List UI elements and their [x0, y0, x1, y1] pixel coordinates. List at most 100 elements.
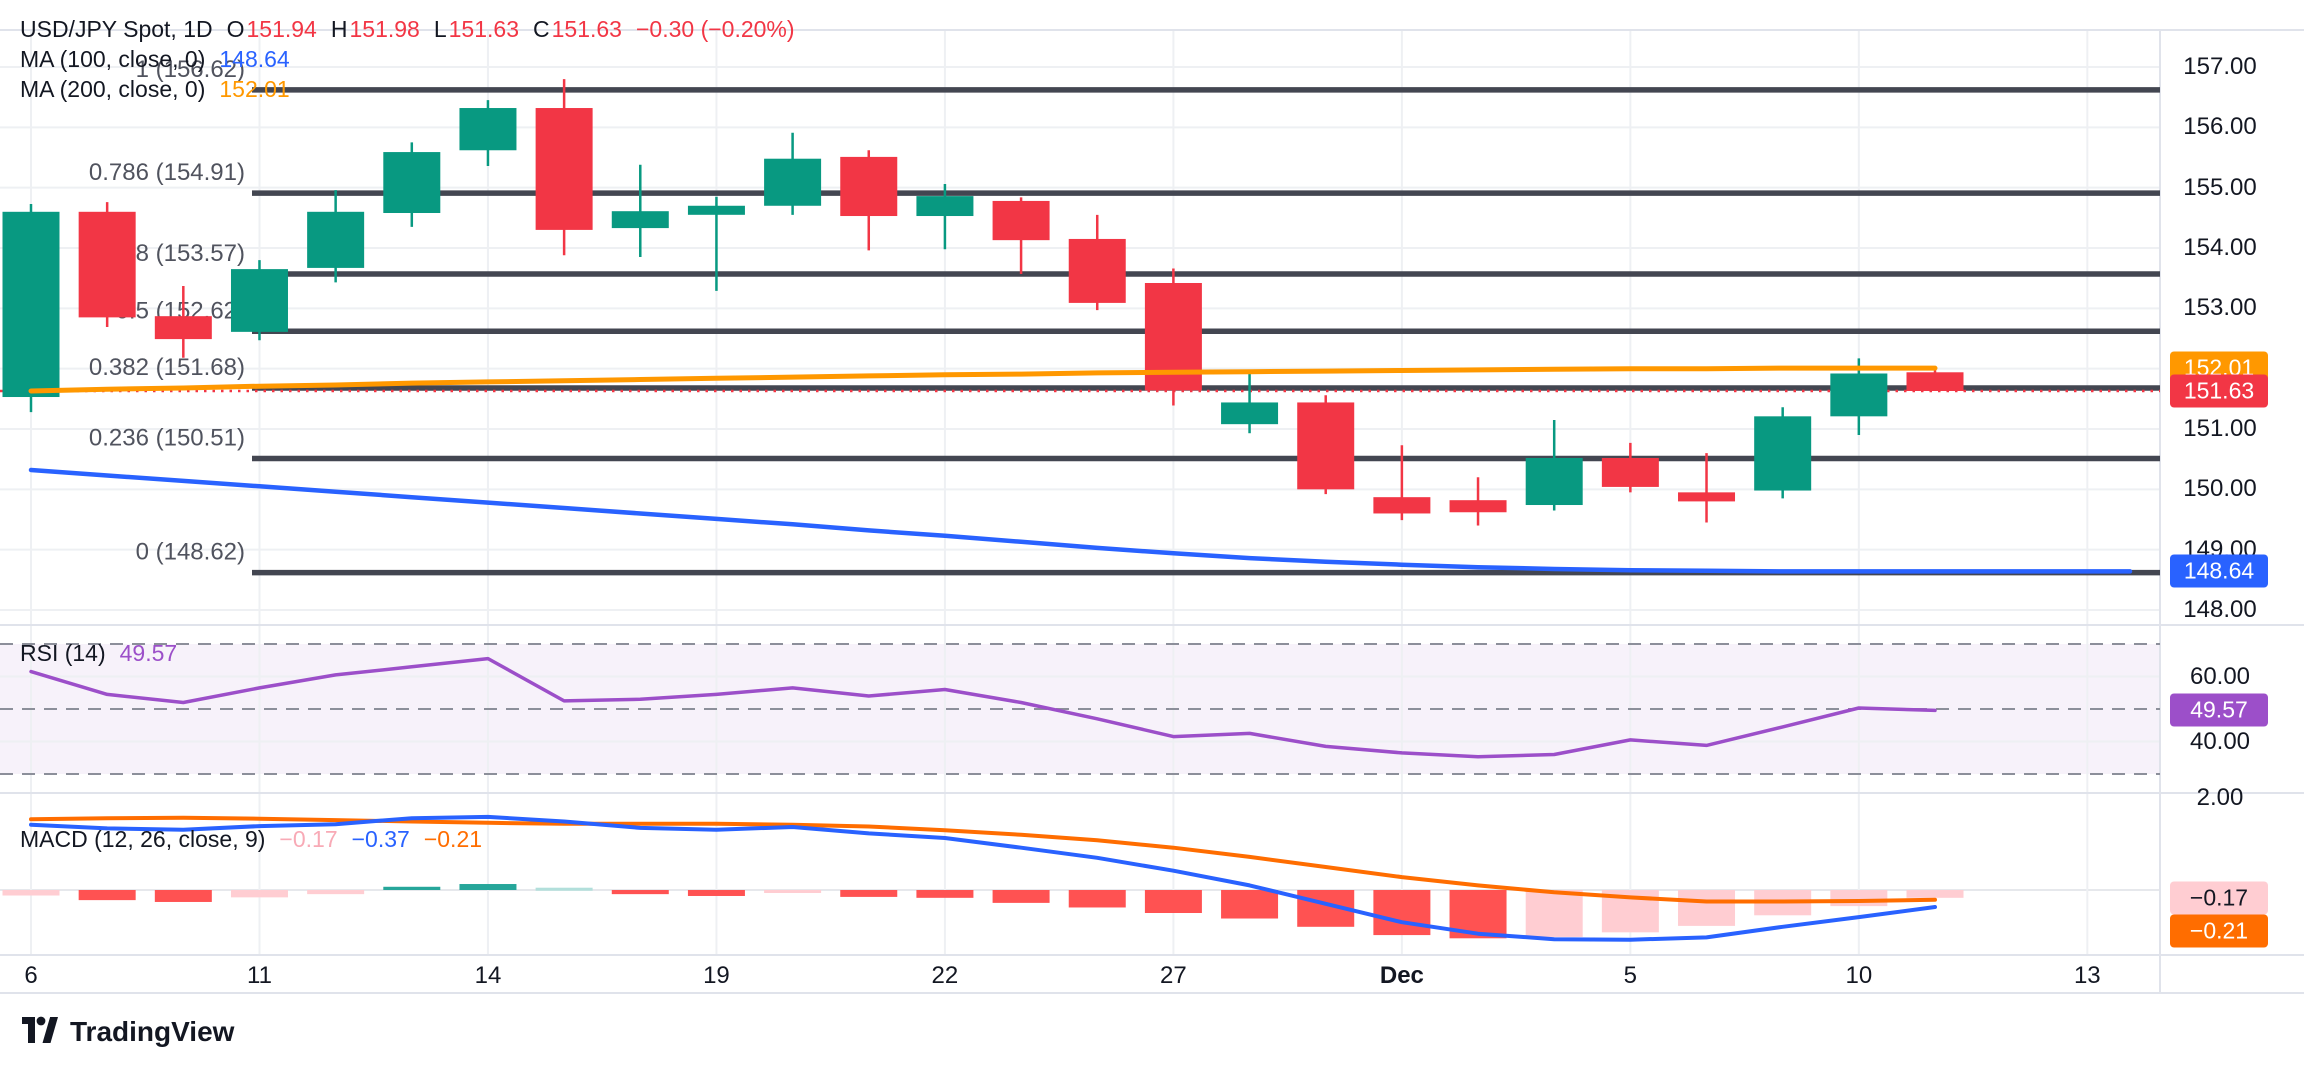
- fib-label: 0.382 (151.68): [89, 354, 245, 381]
- candle-body: [1678, 492, 1736, 502]
- open-label: O: [226, 16, 245, 42]
- axis-tick-label: 148.00: [2183, 595, 2257, 623]
- ma100-label[interactable]: MA (100, close, 0): [20, 46, 206, 72]
- ma100-legend: MA (100, close, 0) 148.64: [20, 46, 290, 73]
- fib-label: 0.236 (150.51): [89, 425, 245, 452]
- macd-hist-bar: [1678, 890, 1736, 926]
- candle-body: [383, 152, 441, 214]
- candle-body: [1373, 497, 1431, 514]
- macd-hist-bar: [916, 890, 974, 898]
- candle-body: [1601, 457, 1659, 487]
- ma200-label[interactable]: MA (200, close, 0): [20, 76, 206, 102]
- macd-hist-bar: [1830, 890, 1888, 907]
- macd-line-value: −0.37: [351, 826, 410, 852]
- candle-body: [307, 211, 365, 268]
- macd-hist-bar: [1906, 890, 1964, 898]
- candle-body: [535, 108, 593, 230]
- candle-body: [840, 156, 898, 217]
- rsi-value: 49.57: [119, 640, 178, 666]
- macd-hist-bar: [2, 890, 60, 896]
- macd-hist-bar: [764, 890, 822, 893]
- macd-hist-bar: [687, 890, 745, 896]
- candle-body: [1906, 372, 1964, 391]
- ma200-legend: MA (200, close, 0) 152.01: [20, 76, 290, 103]
- axis-tick-label: 151.00: [2183, 414, 2257, 442]
- symbol-title[interactable]: USD/JPY Spot, 1D: [20, 16, 213, 42]
- time-tick-label: 22: [931, 962, 959, 989]
- candle-body: [1221, 402, 1279, 425]
- macd-label[interactable]: MACD (12, 26, close, 9): [20, 826, 266, 852]
- macd-hist-value: −0.17: [279, 826, 338, 852]
- candle-body: [230, 269, 288, 332]
- close-label: C: [533, 16, 550, 42]
- macd-hist-bar: [78, 890, 136, 901]
- candle-body: [1449, 500, 1507, 513]
- candle-body: [154, 316, 212, 340]
- fib-label: 0.786 (154.91): [89, 159, 245, 186]
- ma200-value: 152.01: [219, 76, 290, 102]
- candle-body: [1525, 457, 1583, 506]
- axis-tick-label: 150.00: [2183, 475, 2257, 503]
- tradingview-logo-text: TradingView: [70, 1015, 235, 1047]
- macd-hist-bar: [1144, 890, 1202, 913]
- time-tick-label: 10: [1845, 962, 1873, 989]
- time-tick-label: 5: [1623, 962, 1638, 989]
- macd-hist-bar: [307, 890, 365, 895]
- fib-label: 0 (148.62): [136, 539, 245, 566]
- symbol-legend: USD/JPY Spot, 1D O 151.94 H 151.98 L 151.63…: [20, 16, 795, 43]
- rsi-value-badge: 49.57: [2170, 693, 2268, 727]
- candle-body: [764, 158, 822, 206]
- low-label: L: [433, 16, 447, 42]
- low-value: 151.63: [448, 16, 519, 42]
- tradingview-logo[interactable]: TradingView: [22, 1014, 234, 1049]
- open-value: 151.94: [246, 16, 317, 42]
- axis-tick-label: 156.00: [2183, 113, 2257, 141]
- time-tick-label: 11: [247, 962, 272, 989]
- close-value: 151.63: [551, 16, 622, 42]
- candle-body: [916, 196, 974, 217]
- fib-label: 1 (156.62): [136, 56, 245, 83]
- time-tick-label: 19: [703, 962, 730, 989]
- macd-hist-bar: [1525, 890, 1583, 937]
- candle-body: [1754, 416, 1812, 491]
- macd-hist-bar: [383, 886, 441, 890]
- time-tick-label: 27: [1160, 962, 1187, 989]
- macd-hist-bar: [535, 887, 593, 891]
- macd-signal-badge: −0.21: [2170, 914, 2268, 948]
- candle-body: [2, 211, 60, 398]
- candle-body: [992, 200, 1050, 241]
- high-value: 151.98: [349, 16, 420, 42]
- rsi-label[interactable]: RSI (14): [20, 640, 106, 666]
- macd-hist-bar: [611, 890, 669, 895]
- candle-body: [459, 108, 517, 151]
- macd-hist-bar: [459, 884, 517, 890]
- axis-tick-label: 2.00: [2196, 784, 2244, 811]
- axis-tick-label: 157.00: [2183, 53, 2257, 80]
- ma100-price-badge: 148.64: [2170, 554, 2268, 588]
- high-label: H: [330, 16, 348, 42]
- time-tick-label: 14: [474, 962, 502, 989]
- macd-hist-bar: [1068, 890, 1126, 908]
- axis-tick-label: 40.00: [2189, 727, 2251, 755]
- macd-hist-bar: [154, 890, 212, 902]
- macd-legend: MACD (12, 26, close, 9) −0.17 −0.37 −0.2…: [20, 826, 482, 853]
- macd-hist-bar: [1221, 890, 1279, 919]
- candle-body: [611, 211, 669, 229]
- axis-tick-label: 153.00: [2183, 294, 2257, 322]
- candle-body: [78, 211, 136, 318]
- axis-tick-label: 155.00: [2183, 173, 2257, 201]
- candle-body: [1068, 238, 1126, 303]
- time-tick-label: 13: [2073, 962, 2101, 989]
- axis-tick-label: 60.00: [2189, 662, 2251, 690]
- macd-hist-bar: [992, 890, 1050, 903]
- ma100-value: 148.64: [219, 46, 290, 72]
- tradingview-logo-icon: [22, 1014, 58, 1049]
- time-tick-label: Dec: [1379, 962, 1424, 989]
- candle-body: [1830, 373, 1888, 417]
- macd-hist-badge: −0.17: [2170, 881, 2268, 915]
- candle-body: [1297, 402, 1355, 490]
- macd-hist-bar: [1373, 890, 1431, 936]
- macd-hist-bar: [840, 890, 898, 897]
- rsi-legend: RSI (14) 49.57: [20, 640, 177, 667]
